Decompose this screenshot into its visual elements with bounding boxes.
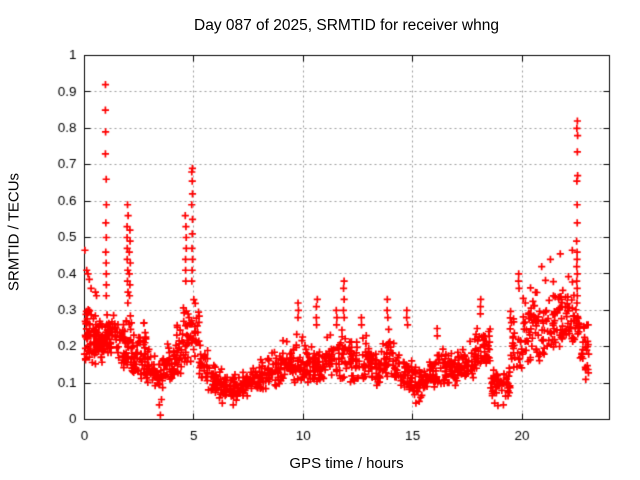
x-axis-label: GPS time / hours [289, 455, 404, 472]
y-axis-label: SRMTID / TECUs [5, 172, 23, 292]
chart-title: Day 087 of 2025, SRMTID for receiver whn… [194, 17, 499, 34]
